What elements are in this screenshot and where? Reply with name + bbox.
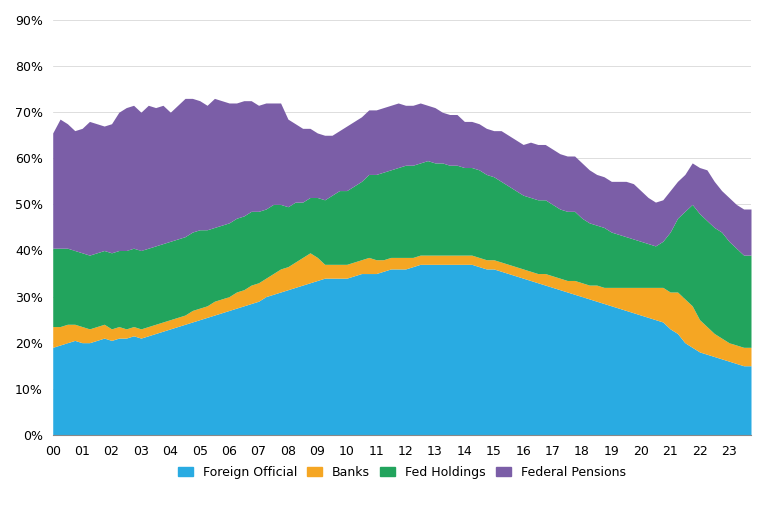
Legend: Foreign Official, Banks, Fed Holdings, Federal Pensions: Foreign Official, Banks, Fed Holdings, F… [174, 462, 630, 482]
